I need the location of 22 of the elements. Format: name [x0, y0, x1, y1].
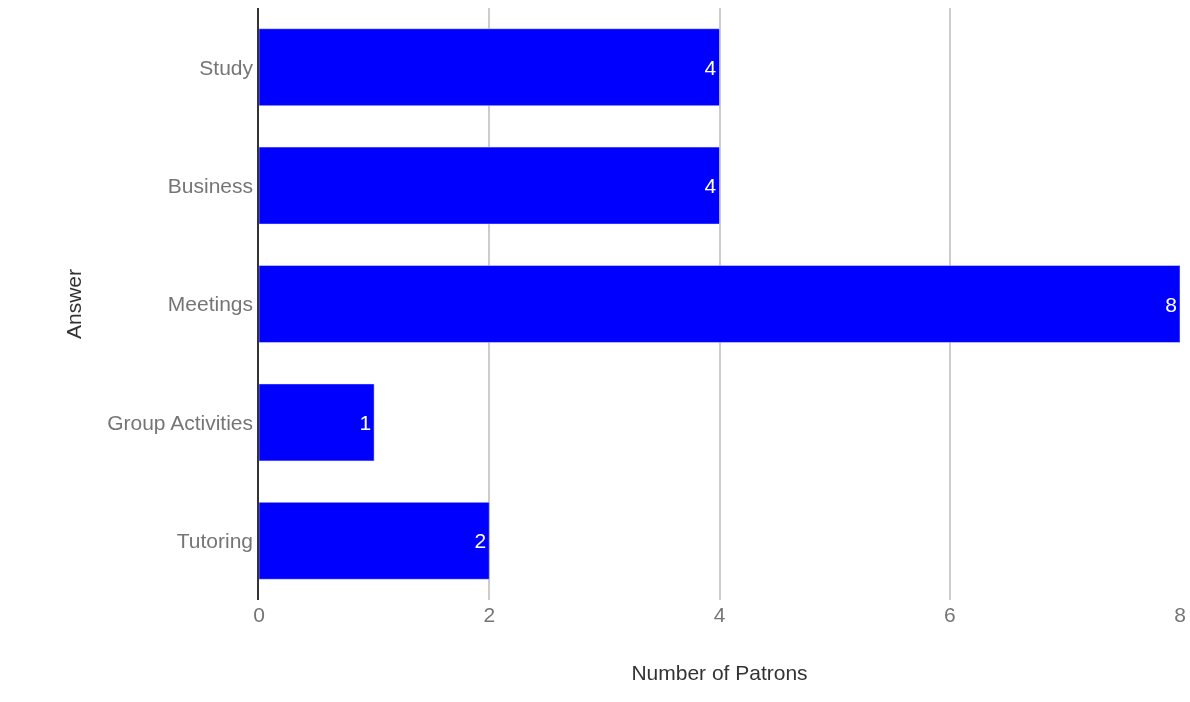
x-tick-label: 8: [1174, 603, 1186, 626]
data-label: 4: [704, 174, 717, 198]
data-label: 8: [1165, 292, 1177, 316]
data-label: 1: [359, 410, 372, 434]
data-label: 4: [704, 55, 717, 79]
bar: [259, 146, 720, 225]
y-tick-label: Group Activities: [107, 410, 254, 434]
bar: [259, 502, 490, 580]
x-tick-label: 4: [713, 603, 726, 626]
y-tick-label: Business: [167, 173, 254, 197]
y-tick-label: Meetings: [167, 292, 254, 316]
x-axis-title: Number of Patrons: [631, 661, 808, 685]
x-tick-label: 0: [253, 603, 265, 626]
x-tick-label: 6: [943, 603, 956, 626]
y-tick-label: Tutoring: [176, 529, 254, 553]
bar: [259, 28, 720, 106]
data-label: 2: [474, 529, 487, 553]
y-axis-title: Answer: [61, 268, 85, 340]
x-tick-label: 2: [483, 603, 496, 626]
bar: [259, 265, 1180, 343]
bar: [259, 383, 375, 462]
y-tick-label: Study: [199, 55, 254, 79]
